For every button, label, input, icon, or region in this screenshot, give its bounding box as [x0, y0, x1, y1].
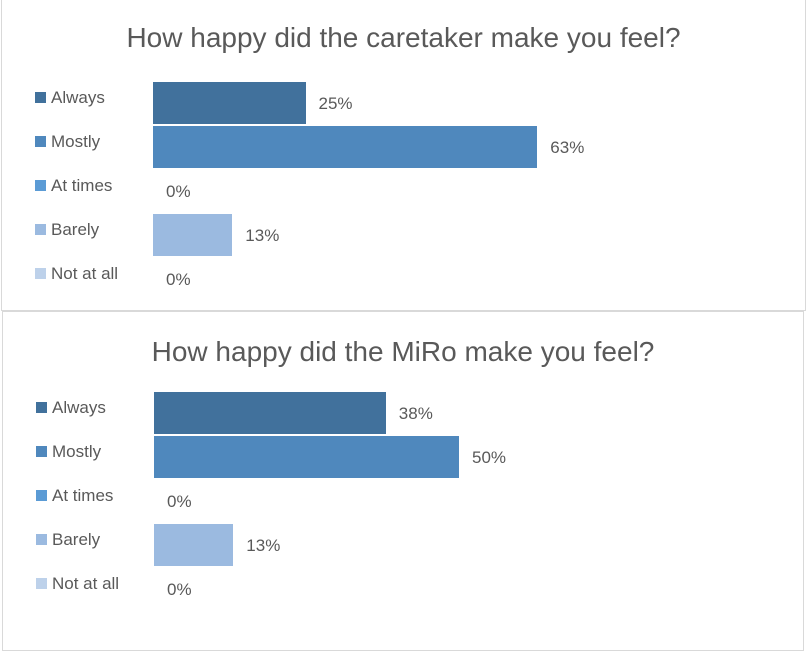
- data-label: 13%: [246, 536, 281, 555]
- legend-item: Mostly: [36, 442, 101, 462]
- legend-item: Mostly: [35, 132, 100, 152]
- chart-title: How happy did the MiRo make you feel?: [151, 336, 655, 367]
- legend-swatch: [35, 180, 46, 191]
- data-label: 0%: [166, 182, 191, 201]
- bar: [153, 126, 538, 168]
- legend-label: Always: [52, 398, 106, 417]
- legend-label: At times: [52, 486, 114, 505]
- legend-swatch: [35, 92, 46, 103]
- data-label: 13%: [245, 226, 280, 245]
- legend-label: Barely: [52, 530, 101, 549]
- bar: [154, 436, 459, 478]
- legend-item: Not at all: [35, 264, 118, 284]
- data-label: 0%: [167, 492, 192, 511]
- bar: [153, 214, 233, 256]
- bar: [154, 524, 234, 566]
- legend-swatch: [36, 402, 47, 413]
- legend-label: Not at all: [52, 574, 120, 593]
- bar: [154, 392, 386, 434]
- legend-item: Barely: [36, 530, 100, 550]
- legend-label: Mostly: [52, 442, 102, 461]
- data-label: 0%: [167, 580, 192, 599]
- legend-swatch: [36, 446, 47, 457]
- data-label: 50%: [472, 448, 507, 467]
- data-label: 63%: [550, 138, 585, 157]
- bar: [153, 82, 306, 124]
- legend-label: Not at all: [51, 264, 119, 283]
- legend-swatch: [35, 224, 46, 235]
- legend-label: At times: [51, 176, 113, 195]
- legend-item: Always: [35, 88, 105, 108]
- legend-swatch: [36, 490, 47, 501]
- legend-label: Mostly: [51, 132, 101, 151]
- data-label: 0%: [166, 270, 191, 289]
- legend-item: At times: [36, 486, 113, 506]
- data-label: 38%: [398, 404, 433, 423]
- miro-chart: How happy did the MiRo make you feel? Al…: [2, 311, 804, 651]
- legend-item: Not at all: [36, 574, 119, 594]
- legend-swatch: [35, 268, 46, 279]
- legend-swatch: [36, 578, 47, 589]
- legend-item: Barely: [35, 220, 99, 240]
- data-label: 25%: [318, 94, 353, 113]
- legend-swatch: [35, 136, 46, 147]
- chart-title: How happy did the caretaker make you fee…: [126, 22, 681, 53]
- legend-swatch: [36, 534, 47, 545]
- legend-item: Always: [36, 398, 106, 418]
- legend-label: Barely: [51, 220, 100, 239]
- caretaker-chart: How happy did the caretaker make you fee…: [1, 0, 806, 311]
- legend-label: Always: [51, 88, 105, 107]
- legend-item: At times: [35, 176, 112, 196]
